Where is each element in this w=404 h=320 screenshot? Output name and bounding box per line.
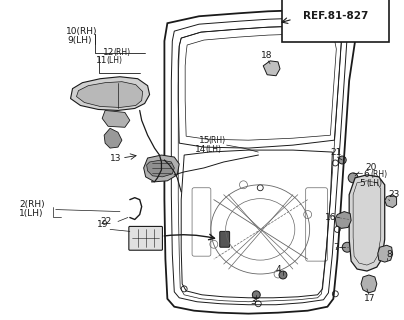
Text: 19: 19 [97, 220, 108, 229]
Text: 20: 20 [365, 164, 377, 172]
Text: 23: 23 [389, 190, 400, 199]
Polygon shape [263, 61, 280, 76]
Polygon shape [147, 160, 174, 177]
Text: 1(LH): 1(LH) [19, 209, 44, 218]
Text: 15: 15 [199, 136, 210, 145]
Polygon shape [102, 110, 130, 127]
Text: 16: 16 [326, 213, 337, 222]
Text: 12: 12 [103, 48, 114, 57]
Text: 14: 14 [195, 145, 206, 154]
Text: 3: 3 [250, 297, 256, 306]
Polygon shape [361, 275, 377, 293]
Text: (RH): (RH) [209, 136, 226, 145]
Text: 22: 22 [100, 217, 112, 226]
FancyBboxPatch shape [129, 227, 162, 250]
Text: 10(RH): 10(RH) [65, 27, 97, 36]
Text: (RH): (RH) [370, 170, 387, 180]
Text: 2(RH): 2(RH) [19, 200, 45, 209]
Text: REF.81-827: REF.81-827 [303, 11, 368, 21]
Polygon shape [378, 245, 393, 262]
Text: 17: 17 [364, 294, 375, 303]
Circle shape [252, 291, 260, 299]
Text: 21: 21 [330, 148, 342, 156]
Polygon shape [144, 155, 179, 182]
Text: 7: 7 [333, 243, 339, 252]
Circle shape [348, 173, 358, 183]
Polygon shape [385, 195, 397, 208]
Text: (LH): (LH) [366, 179, 382, 188]
Text: 4: 4 [276, 265, 282, 274]
Polygon shape [335, 212, 351, 228]
Text: (RH): (RH) [113, 48, 130, 57]
Polygon shape [104, 128, 122, 148]
Text: 5: 5 [359, 179, 365, 188]
Polygon shape [349, 175, 385, 271]
Text: 13: 13 [110, 154, 122, 163]
Circle shape [342, 242, 352, 252]
Text: (LH): (LH) [205, 145, 221, 154]
Polygon shape [71, 77, 149, 110]
FancyBboxPatch shape [220, 231, 229, 247]
Circle shape [279, 271, 287, 279]
Polygon shape [76, 82, 143, 108]
Text: 8: 8 [387, 250, 392, 259]
Text: (LH): (LH) [106, 56, 122, 65]
Text: 9(LH): 9(LH) [67, 36, 92, 44]
Circle shape [338, 156, 346, 164]
Text: 18: 18 [261, 52, 273, 60]
Text: 6: 6 [363, 170, 369, 180]
Text: 11: 11 [96, 56, 108, 65]
